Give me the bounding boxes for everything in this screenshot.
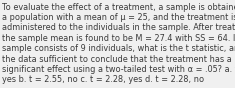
Text: sample consists of 9 individuals, what is the t statistic, and are: sample consists of 9 individuals, what i… xyxy=(2,44,235,53)
Text: the sample mean is found to be M = 27.4 with SS = 64. If the: the sample mean is found to be M = 27.4 … xyxy=(2,34,235,43)
Text: the data sufficient to conclude that the treatment has a: the data sufficient to conclude that the… xyxy=(2,55,232,64)
Text: a population with a mean of μ = 25, and the treatment is: a population with a mean of μ = 25, and … xyxy=(2,13,235,22)
Text: To evaluate the effect of a treatment, a sample is obtained from: To evaluate the effect of a treatment, a… xyxy=(2,3,235,12)
Text: administered to the individuals in the sample. After treatment,: administered to the individuals in the s… xyxy=(2,23,235,32)
Text: yes b. t = 2.55, no c. t = 2.28, yes d. t = 2.28, no: yes b. t = 2.55, no c. t = 2.28, yes d. … xyxy=(2,75,204,84)
Text: significant effect using a two-tailed test with α = .05? a. t = 2.55,: significant effect using a two-tailed te… xyxy=(2,65,235,74)
